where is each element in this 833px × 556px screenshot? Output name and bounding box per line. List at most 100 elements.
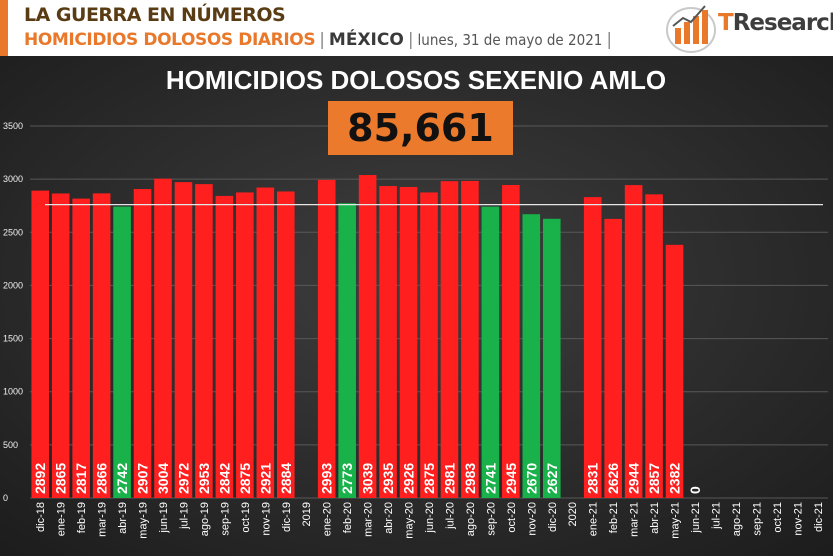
- x-tick-label: ene-21: [588, 502, 600, 536]
- bar-ene-20: [317, 179, 336, 499]
- x-tick-label: jul-21: [710, 502, 722, 530]
- x-tick-label: abr-20: [383, 502, 395, 534]
- header-title: LA GUERRA EN NÚMEROS: [24, 4, 286, 26]
- data-label-oct-20: 2945: [503, 463, 519, 494]
- bar-feb-19: [72, 198, 90, 498]
- bar-abr-21: [645, 194, 663, 498]
- x-tick-label: feb-19: [76, 502, 88, 533]
- logo-chart-icon: [666, 5, 716, 53]
- data-label-ago-19: 2953: [196, 463, 212, 494]
- x-tick-label: mar-20: [363, 502, 375, 537]
- bar-sep-19: [215, 195, 234, 498]
- x-tick-label: ago-21: [731, 502, 743, 536]
- data-label-may-20: 2926: [401, 463, 417, 494]
- x-tick-label: sep-21: [751, 502, 763, 536]
- data-label-ene-21: 2831: [585, 463, 601, 494]
- bar-oct-20: [502, 184, 520, 498]
- subtitle-separator: |: [319, 30, 325, 50]
- data-label-mar-21: 2944: [626, 463, 642, 494]
- total-kpi: 85,661: [328, 101, 513, 155]
- data-label-nov-20: 2670: [523, 463, 539, 494]
- bar-ago-20: [461, 180, 479, 498]
- x-tick-label: oct-21: [772, 502, 784, 533]
- accent-bar: [0, 0, 8, 56]
- data-label-jun-21: 0: [687, 486, 703, 494]
- data-label-ene-20: 2993: [319, 463, 335, 494]
- data-label-oct-19: 2875: [237, 463, 253, 494]
- data-label-feb-20: 2773: [339, 463, 355, 494]
- bar-nov-20: [522, 214, 541, 498]
- logo-rest: Research: [732, 10, 833, 36]
- subtitle-separator: |: [606, 30, 613, 50]
- x-tick-label: nov-20: [526, 502, 538, 536]
- x-tick-label: may-20: [404, 502, 416, 539]
- logo-initial: T: [718, 10, 734, 36]
- x-tick-label: jul-19: [178, 502, 190, 530]
- bar-may-20: [399, 187, 418, 498]
- y-tick-label: 0: [3, 493, 8, 503]
- bar-nov-19: [256, 187, 275, 498]
- y-tick-label: 1000: [3, 387, 23, 397]
- x-tick-label: jun-20: [424, 502, 436, 534]
- data-label-jul-20: 2981: [441, 463, 457, 494]
- x-tick-label: sep-20: [485, 502, 497, 536]
- data-label-dic-19: 2884: [278, 463, 294, 494]
- bar-mar-20: [358, 174, 377, 498]
- x-tick-label: sep-19: [219, 502, 231, 536]
- header-subtitle: HOMICIDIOS DOLOSOS DIARIOS | MÉXICO | lunes,…: [24, 30, 616, 50]
- x-tick-label: dic-19: [281, 502, 293, 532]
- data-label-feb-19: 2817: [73, 463, 89, 494]
- logo-text: TResearch: [718, 10, 833, 36]
- x-tick-label: jul-20: [444, 502, 456, 530]
- y-tick-label: 2500: [3, 227, 23, 237]
- bar-feb-21: [604, 218, 622, 498]
- bar-jul-19: [174, 182, 193, 498]
- bar-abr-19: [113, 206, 131, 498]
- x-tick-label: abr-21: [649, 502, 661, 534]
- bar-jun-19: [154, 178, 172, 498]
- bar-jun-20: [420, 192, 438, 498]
- bar-dic-18: [31, 190, 50, 499]
- data-label-jul-19: 2972: [175, 463, 191, 494]
- x-tick-label: 2020: [567, 502, 579, 526]
- bar-dic-20: [542, 218, 561, 499]
- data-label-ago-20: 2983: [462, 463, 478, 494]
- data-label-abr-19: 2742: [114, 463, 130, 494]
- subtitle-separator: |: [407, 30, 414, 50]
- tresearch-logo: TResearch: [663, 0, 833, 56]
- x-tick-label: jun-19: [158, 502, 170, 534]
- x-tick-label: dic-20: [547, 502, 559, 532]
- data-label-dic-18: 2892: [32, 463, 48, 494]
- data-label-may-21: 2382: [667, 463, 683, 494]
- data-label-ene-19: 2865: [53, 463, 69, 494]
- bar-may-19: [133, 189, 152, 498]
- x-tick-label: may-19: [138, 502, 150, 539]
- x-tick-label: oct-19: [240, 502, 252, 533]
- x-tick-label: dic-18: [35, 502, 47, 532]
- data-label-mar-20: 3039: [360, 463, 376, 494]
- x-tick-label: dic-21: [813, 502, 825, 532]
- bar-feb-20: [338, 203, 356, 498]
- x-tick-label: oct-20: [506, 502, 518, 533]
- bar-sep-20: [481, 206, 500, 499]
- x-tick-label: mar-19: [97, 502, 109, 537]
- bar-may-21: [665, 244, 684, 498]
- bar-mar-21: [624, 185, 643, 499]
- bar-dic-19: [276, 191, 295, 499]
- x-tick-label: ene-20: [322, 502, 334, 536]
- x-tick-label: mar-21: [629, 502, 641, 537]
- subtitle-country: MÉXICO: [328, 30, 404, 50]
- data-label-sep-19: 2842: [216, 463, 232, 494]
- subtitle-date: lunes, 31 de mayo de 2021: [417, 31, 603, 49]
- x-tick-label: nov-21: [792, 502, 804, 536]
- data-label-nov-19: 2921: [257, 463, 273, 494]
- x-tick-label: jun-21: [690, 502, 702, 534]
- x-tick-label: 2019: [301, 502, 313, 526]
- x-tick-label: ene-19: [56, 502, 68, 536]
- x-tick-label: ago-19: [199, 502, 211, 536]
- y-tick-label: 1500: [3, 334, 23, 344]
- x-tick-label: ago-20: [465, 502, 477, 536]
- bar-ago-19: [195, 184, 213, 498]
- bar-oct-19: [236, 192, 254, 498]
- data-label-mar-19: 2866: [94, 463, 110, 494]
